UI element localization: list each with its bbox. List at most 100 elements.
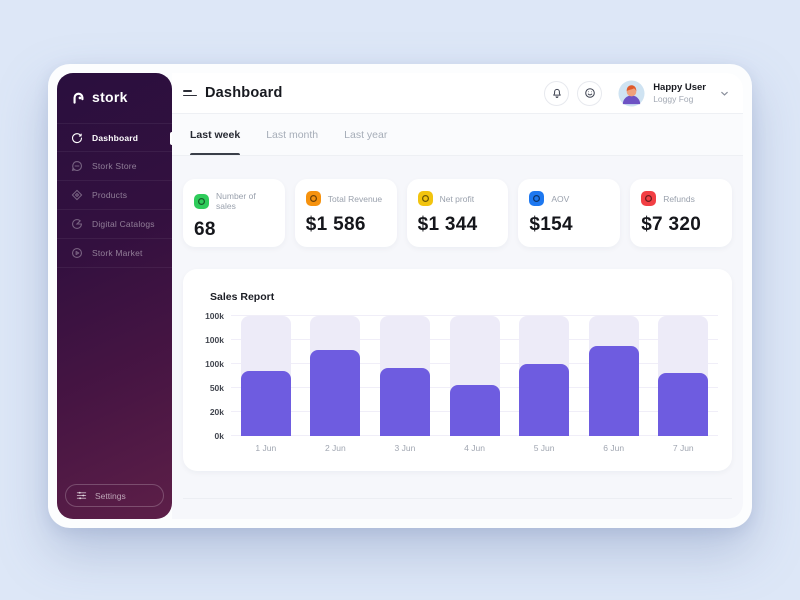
header: Dashboard [172,73,743,114]
stat-value: $7 320 [641,214,702,235]
tab-last-month[interactable]: Last month [266,114,318,155]
avatar [618,79,645,107]
tab-label: Last year [344,128,388,141]
bar-1-jun [240,371,291,436]
sidebar-item-label: Stork Market [92,248,143,258]
logo: stork [57,89,172,105]
sidebar-item-digital-catalogs[interactable]: Digital Catalogs [57,210,172,239]
x-tick-label: 2 Jun [324,443,346,453]
y-tick-label: 20k [209,407,224,417]
chart-column [579,316,649,436]
x-tick-label: 3 Jun [394,443,416,453]
smiley-icon [584,88,595,98]
stat-label: AOV [551,193,570,204]
coin-icon [529,191,545,206]
play-circle-icon [71,247,83,259]
user-menu[interactable]: Happy User Loggy Fog [618,79,729,107]
stat-label: Number of sales [216,191,256,211]
user-org: Loggy Fog [653,93,694,104]
sidebar-nav: Dashboard Stork Store Products [57,123,172,268]
y-tick-label: 50k [209,383,224,393]
sidebar-item-dashboard[interactable]: Dashboard [57,123,172,152]
page-title: Dashboard [205,85,283,101]
stat-card-total-revenue: Total Revenue $1 586 [294,179,397,247]
bell-icon [552,88,561,98]
stat-value: $1 344 [417,214,478,235]
tag-icon [71,189,83,201]
sidebar-item-stork-store[interactable]: Stork Store [57,152,172,181]
notifications-button[interactable] [544,80,570,106]
chart-x-labels: 1 Jun 2 Jun 3 Jun 4 Jun 5 Jun 6 Jun 7 Jun [231,443,718,453]
chart-column [301,316,371,436]
y-tick-label: 100k [205,359,224,369]
x-tick-label: 7 Jun [672,443,694,453]
chart-column [231,316,301,436]
x-tick-label: 6 Jun [603,443,625,453]
sidebar-item-label: Products [92,190,128,200]
chart-column [509,316,579,436]
menu-toggle-icon[interactable] [183,89,197,97]
feedback-button[interactable] [577,80,603,106]
stat-label: Refunds [663,193,695,204]
disc-icon [71,218,83,230]
chat-bubble-icon [71,160,83,172]
chart-column [440,316,510,436]
bar-track [310,316,361,436]
x-tick-label: 1 Jun [255,443,277,453]
sliders-icon [76,490,87,501]
tab-last-year[interactable]: Last year [344,114,387,155]
stats-row: Number of sales 68 Total Revenue $1 586 [183,179,732,247]
y-tick-label: 100k [205,311,224,321]
bar-track [519,316,570,436]
coin-icon [194,193,209,209]
bar-track [240,316,291,436]
tab-label: Last week [190,128,241,141]
sidebar-item-products[interactable]: Products [57,181,172,210]
stat-label: Net profit [439,193,475,204]
bar-chart: 100k 100k 100k 50k 20k 0k [197,311,718,441]
stat-label: Total Revenue [327,193,383,204]
bar-6-jun [588,346,639,436]
sidebar-item-label: Dashboard [92,132,139,143]
sales-report-card: Sales Report 100k 100k 100k 50k 20k 0k 1 Jun 2… [183,269,732,471]
stat-card-net-profit: Net profit $1 344 [406,179,509,247]
coin-icon [305,191,321,206]
gridline [231,315,718,316]
chevron-down-icon [720,89,729,98]
sidebar-item-stork-market[interactable]: Stork Market [57,239,172,268]
bar-4-jun [449,385,500,436]
bar-track [449,316,500,436]
bar-7-jun [658,373,709,436]
bar-2-jun [310,350,361,436]
chart-columns [231,316,718,436]
dashboard-icon [71,132,83,144]
chart-y-axis: 100k 100k 100k 50k 20k 0k [197,311,227,441]
bar-3-jun [379,368,430,436]
logo-text: stork [92,89,128,105]
tab-label: Last month [266,128,319,141]
content: Number of sales 68 Total Revenue $1 586 [172,156,743,519]
stat-card-refunds: Refunds $7 320 [630,179,732,247]
bar-track [588,316,639,436]
x-tick-label: 4 Jun [464,443,485,453]
sidebar-item-label: Digital Catalogs [92,219,155,229]
main-area: Dashboard [172,73,743,519]
app-window: stork Dashboard Stork Store [48,64,752,528]
stat-value: 68 [194,219,216,240]
settings-button[interactable]: Settings [65,484,164,507]
stat-value: $1 586 [305,214,366,235]
coin-icon [641,191,657,206]
footer-divider [183,498,732,499]
y-tick-label: 0k [214,431,224,441]
stat-card-aov: AOV $154 [518,179,621,247]
y-tick-label: 100k [205,335,224,345]
chart-plot [231,315,718,436]
period-tabs: Last week Last month Last year [172,114,743,156]
tab-last-week[interactable]: Last week [190,114,241,155]
sidebar-item-label: Stork Store [92,161,137,171]
bar-5-jun [519,364,570,436]
user-name: Happy User [653,81,706,93]
stork-logo-icon [71,90,86,105]
chart-title: Sales Report [210,291,275,303]
coin-icon [417,191,433,206]
